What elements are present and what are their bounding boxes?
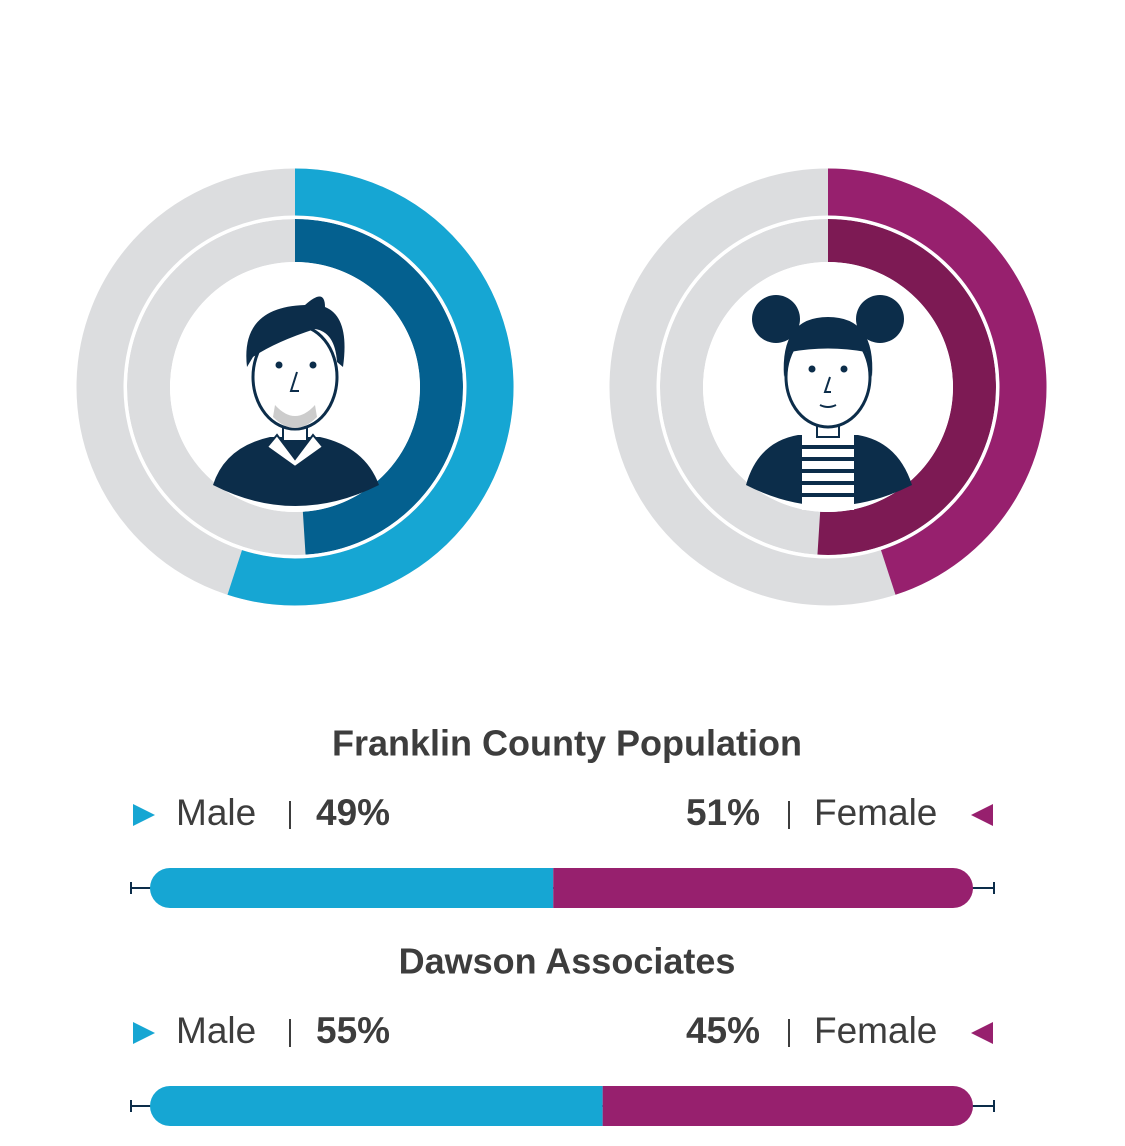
legend-label: Male [176,1010,256,1051]
bar [150,868,973,908]
legend-marker [133,804,155,826]
value-label: 49% [316,792,390,833]
legend-marker [133,1022,155,1044]
male-icon [213,296,379,506]
bar-segment [553,868,973,908]
bar-segment [602,1086,973,1126]
section-title: Franklin County Population [332,723,802,764]
donut-arc [827,168,1047,595]
legend-marker [971,1022,993,1044]
legend-marker [971,804,993,826]
bars: Franklin County Population Male 49% 51% Fema… [130,723,995,1126]
donut-arc [294,219,463,555]
donuts [76,168,1047,606]
value-label: 55% [316,1010,390,1051]
legend-label: Male [176,792,256,833]
legend-label: Female [814,792,937,833]
female-icon [746,295,912,510]
bar-segment [150,868,554,908]
ring-divider [124,216,466,558]
legend-label: Female [814,1010,937,1051]
ring-divider [657,216,999,558]
bar [150,1086,973,1126]
bar-segment [150,1086,603,1126]
section-title: Dawson Associates [399,941,736,982]
value-label: 45% [686,1010,760,1051]
donut-arc [817,219,996,555]
donut-arc [227,168,514,606]
value-label: 51% [686,792,760,833]
